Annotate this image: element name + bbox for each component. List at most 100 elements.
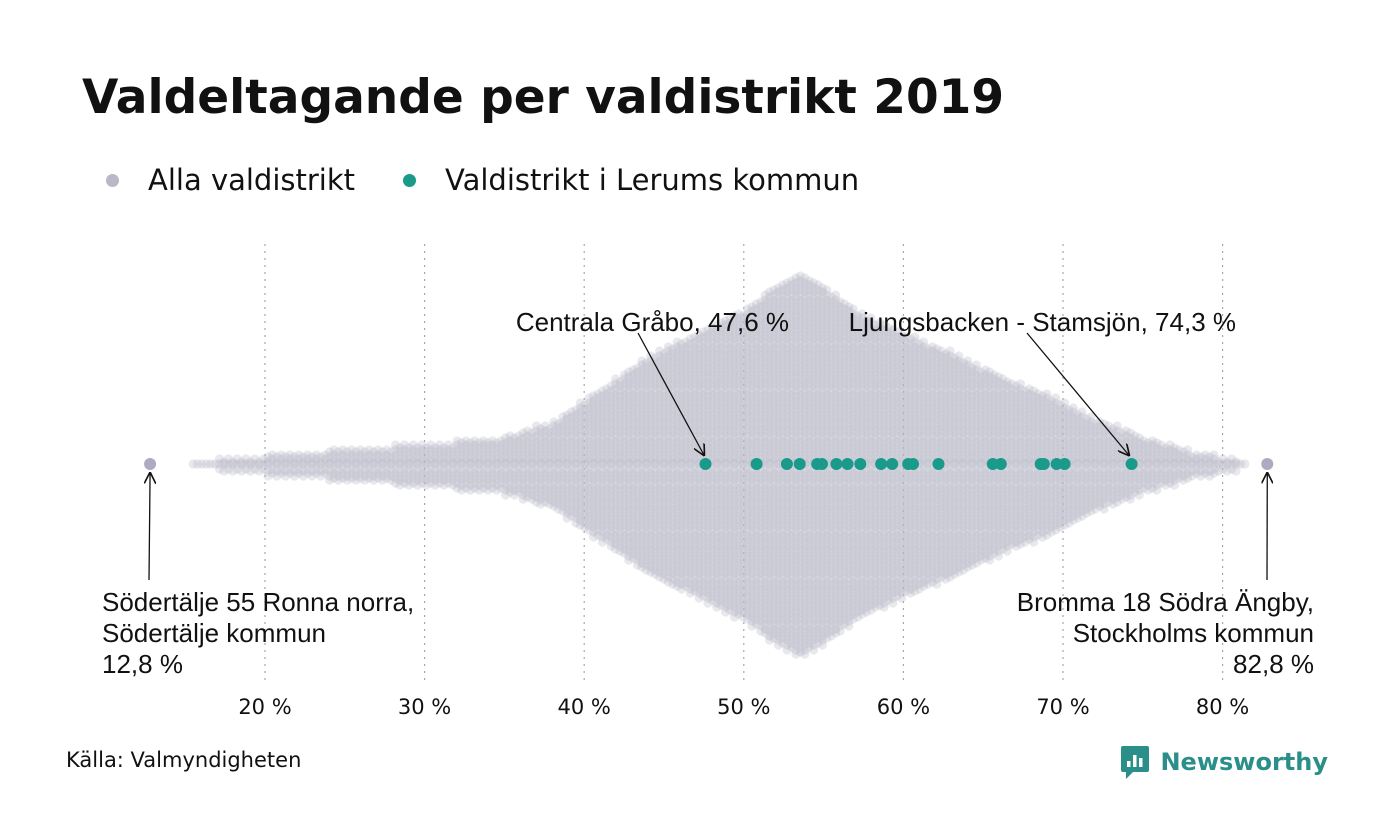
district-dot (281, 457, 291, 467)
district-dot (474, 480, 484, 490)
district-dot (487, 454, 497, 464)
district-dot (421, 452, 431, 462)
district-dot (250, 459, 260, 469)
district-dot (421, 480, 431, 490)
district-dot (391, 445, 401, 455)
district-dot (373, 445, 383, 455)
district-dot (281, 466, 291, 476)
district-dot (386, 471, 396, 481)
district-dot (391, 464, 401, 474)
district-dot (338, 445, 348, 455)
district-dot (307, 459, 317, 469)
district-dot (395, 459, 405, 469)
district-dot (347, 445, 357, 455)
district-dot (421, 447, 431, 457)
district-dot (417, 445, 427, 455)
district-dot (417, 468, 427, 478)
district-dot (514, 483, 524, 493)
district-dot (369, 466, 379, 476)
district-dot (417, 450, 427, 460)
district-dot (448, 475, 458, 485)
district-dot (461, 440, 471, 450)
district-dot (465, 452, 475, 462)
district-dot (523, 454, 533, 464)
district-dot (311, 459, 321, 469)
district-dot (285, 459, 295, 469)
district-dot (509, 485, 519, 495)
district-dot (325, 475, 335, 485)
district-dot (325, 466, 335, 476)
district-dot (281, 459, 291, 469)
district-dot (399, 473, 409, 483)
district-dot (487, 445, 497, 455)
district-dot (197, 459, 207, 469)
district-dot (232, 454, 242, 464)
district-dot (474, 443, 484, 453)
district-dot (351, 471, 361, 481)
district-dot (254, 457, 264, 467)
district-dot (470, 445, 480, 455)
district-dot (496, 459, 506, 469)
district-dot (430, 443, 440, 453)
district-dot (457, 438, 467, 448)
district-dot (377, 471, 387, 481)
district-dot (386, 447, 396, 457)
district-dot (514, 487, 524, 497)
district-dot (325, 471, 335, 481)
district-dot (355, 464, 365, 474)
legend-item-lerum: Valdistrikt i Lerums kommun (403, 160, 859, 200)
district-dot (505, 440, 515, 450)
district-dot (316, 471, 326, 481)
district-dot (351, 447, 361, 457)
district-dot (382, 464, 392, 474)
district-dot (487, 483, 497, 493)
district-dot (215, 454, 225, 464)
district-dot (325, 447, 335, 457)
district-dot (501, 459, 511, 469)
district-dot (395, 443, 405, 453)
district-dot (259, 454, 269, 464)
district-dot (351, 459, 361, 469)
district-dot (487, 473, 497, 483)
district-dot (228, 459, 238, 469)
district-dot (496, 440, 506, 450)
district-dot (417, 464, 427, 474)
district-dot (281, 452, 291, 462)
district-dot (395, 480, 405, 490)
district-dot (474, 457, 484, 467)
district-dot (188, 459, 198, 469)
district-dot (391, 473, 401, 483)
district-dot (417, 454, 427, 464)
district-dot (430, 457, 440, 467)
district-dot (303, 454, 313, 464)
district-dot (523, 473, 533, 483)
district-dot (245, 466, 255, 476)
all-districts-swarm (144, 271, 1274, 659)
district-dot (518, 485, 528, 495)
district-dot (426, 445, 436, 455)
district-dot (483, 466, 493, 476)
district-dot (303, 468, 313, 478)
district-dot (316, 452, 326, 462)
district-dot (281, 471, 291, 481)
district-dot (496, 450, 506, 460)
district-dot (399, 445, 409, 455)
district-dot (509, 466, 519, 476)
district-dot (360, 459, 370, 469)
district-dot (505, 436, 515, 446)
district-dot (435, 450, 445, 460)
district-dot (241, 464, 251, 474)
district-dot (364, 468, 374, 478)
district-dot (377, 466, 387, 476)
district-dot (391, 468, 401, 478)
district-dot (452, 450, 462, 460)
district-dot (329, 450, 339, 460)
district-dot (307, 457, 317, 467)
district-dot (399, 450, 409, 460)
district-dot (470, 454, 480, 464)
district-dot (470, 440, 480, 450)
district-dot (377, 452, 387, 462)
district-dot (452, 454, 462, 464)
district-dot (377, 457, 387, 467)
district-dot (465, 443, 475, 453)
